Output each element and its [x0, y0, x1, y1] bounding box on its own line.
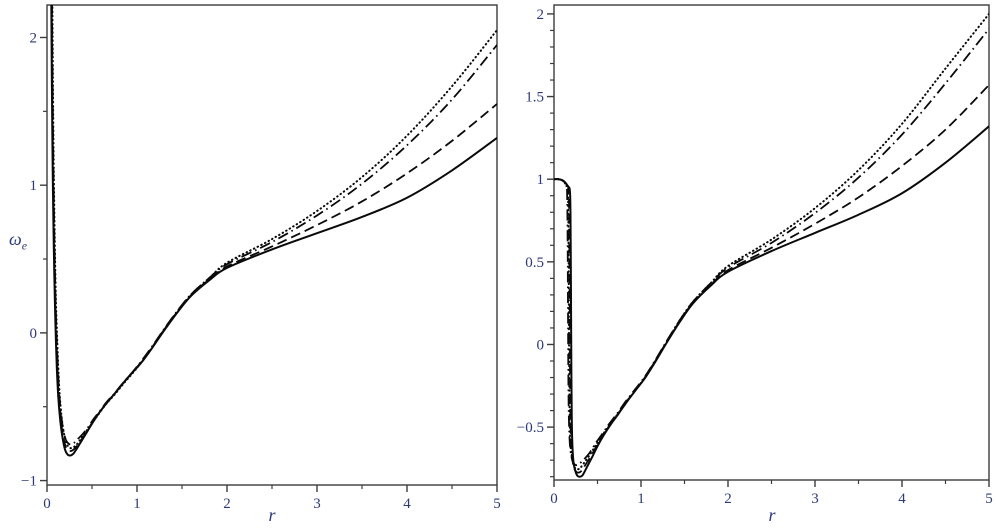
y-tick-label: 0	[537, 337, 545, 353]
left-plot: 0 1 2 3 4 5 −1 0 1 2	[21, 4, 501, 512]
y-tick-label: 2	[537, 7, 545, 23]
curve-dotted	[554, 12, 989, 471]
curve-dash-dot	[51, 5, 497, 446]
x-tick-label: 3	[811, 491, 819, 507]
x-tick-label: 0	[43, 496, 51, 512]
curve-dash-dot	[554, 28, 989, 467]
x-tick-label: 1	[133, 496, 141, 512]
x-tick-label: 2	[223, 496, 231, 512]
x-tick-label: 3	[313, 496, 321, 512]
y-tick-label: −1	[21, 474, 37, 490]
x-tick-label: 5	[493, 496, 501, 512]
left-x-axis-label: r	[268, 505, 276, 525]
left-y-axis-label: ωe	[9, 230, 27, 252]
right-x-axis-label: r	[768, 505, 776, 525]
x-tick-label: 4	[403, 496, 411, 512]
y-tick-label: 0.5	[525, 255, 544, 271]
omega-symbol: ω	[9, 229, 22, 249]
x-tick-label: 2	[724, 491, 732, 507]
y-tick-label: 1	[30, 178, 38, 194]
curve-dashed	[554, 84, 989, 474]
curves-group	[554, 12, 989, 478]
curve-dotted	[51, 5, 497, 450]
x-tick-label: 1	[637, 491, 645, 507]
omega-subscript: e	[21, 238, 28, 253]
y-tick-label: 1.5	[525, 90, 544, 106]
curves-group	[50, 5, 497, 457]
curve-dashed	[50, 5, 497, 452]
curve-solid	[50, 5, 497, 457]
y-tick-label: 2	[30, 30, 38, 46]
curve-solid	[554, 125, 989, 478]
right-plot: 0 1 2 3 4 5 −0.5 0 0.5 1 1.5 2	[517, 4, 993, 507]
y-tick-label: 0	[30, 326, 38, 342]
plot-frame	[46, 4, 498, 486]
y-tick-label: −0.5	[517, 420, 544, 436]
y-tick-label: 1	[537, 172, 545, 188]
x-tick-label: 0	[550, 491, 558, 507]
x-tick-label: 5	[985, 491, 993, 507]
x-tick-label: 4	[898, 491, 906, 507]
